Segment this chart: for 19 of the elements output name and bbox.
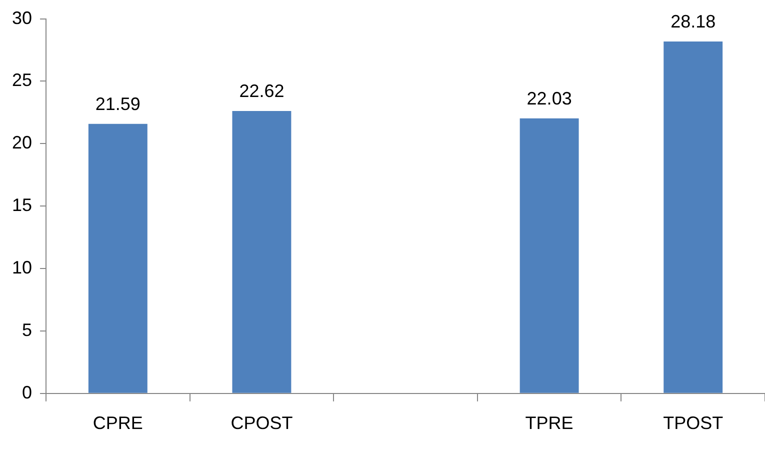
x-tick-label: CPRE (92, 413, 143, 434)
y-tick-label: 5 (22, 320, 32, 340)
y-tick-label: 0 (22, 382, 32, 402)
bar (88, 124, 148, 393)
bar (520, 118, 579, 393)
y-tick-label: 30 (12, 8, 32, 28)
y-tick-label: 25 (12, 70, 32, 90)
x-tick-label: CPOST (230, 413, 293, 434)
x-tick-label: TPOST (663, 413, 724, 434)
y-tick-label: 15 (12, 195, 32, 216)
x-tick-label: TPRE (525, 413, 574, 434)
y-tick-label: 10 (12, 258, 32, 278)
bar (664, 42, 723, 393)
data-label: 22.03 (526, 88, 572, 108)
bar (232, 110, 292, 393)
y-tick-label: 20 (12, 132, 32, 153)
data-label: 28.18 (670, 11, 716, 32)
data-label: 22.62 (239, 80, 284, 101)
data-label: 21.59 (95, 94, 140, 114)
